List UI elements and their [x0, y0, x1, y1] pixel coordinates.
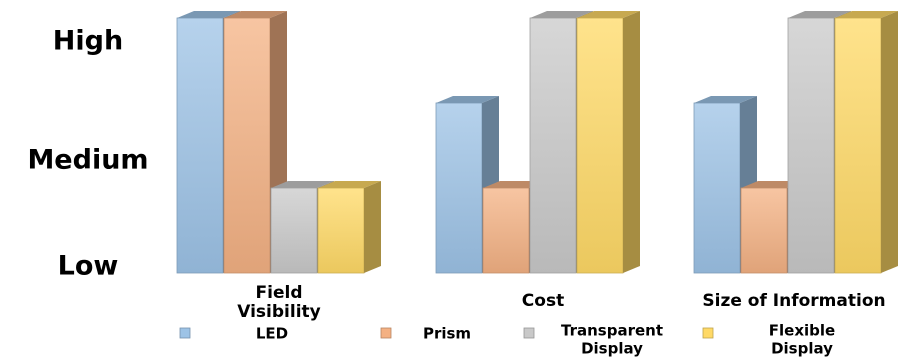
bar-front [693, 102, 741, 274]
y-axis-tick-labels: High Medium Low [27, 26, 148, 282]
bar-front [787, 17, 835, 274]
bar-side [364, 181, 381, 273]
bar [317, 181, 381, 274]
legend-label: Display [771, 340, 833, 358]
bar-front [740, 187, 788, 274]
bar-front [576, 17, 624, 274]
bar-front [482, 187, 530, 274]
bar-top [436, 96, 499, 103]
bar-front [270, 187, 318, 274]
bar-front [317, 187, 365, 274]
legend-label: Transparent [561, 322, 663, 340]
legend-label: Flexible [769, 322, 835, 340]
bar-top [694, 96, 757, 103]
bar-top [318, 181, 381, 188]
legend-swatch [380, 327, 392, 339]
legend-label: LED [256, 325, 288, 343]
bar-top [530, 11, 593, 18]
legend-swatch [179, 327, 191, 339]
bar [576, 11, 640, 274]
x-tick-label: Size of Information [702, 291, 885, 311]
y-tick-label: High [53, 26, 123, 57]
bar-top [577, 11, 640, 18]
bars [176, 11, 898, 274]
bar-front [176, 17, 224, 274]
y-tick-label: Low [58, 251, 119, 282]
bar-front [435, 102, 483, 274]
bar-side [623, 11, 640, 273]
bar [693, 96, 757, 274]
legend-label: Display [581, 340, 643, 358]
bar-top [271, 181, 334, 188]
bar-front [529, 17, 577, 274]
x-tick-label: Visibility [237, 302, 321, 322]
bar-side [881, 11, 898, 273]
bar-top [835, 11, 898, 18]
bar-top [224, 11, 287, 18]
y-tick-label: Medium [27, 145, 148, 176]
bar-front [223, 17, 271, 274]
x-tick-label: Cost [522, 291, 564, 311]
legend-swatch [702, 327, 714, 339]
bar-top [177, 11, 240, 18]
x-tick-label: Field [256, 283, 303, 303]
bar-top [788, 11, 851, 18]
bar [834, 11, 898, 274]
bar-front [834, 17, 882, 274]
legend-swatch [523, 327, 535, 339]
legend-label: Prism [423, 325, 471, 343]
legend: LED Prism TransparentDisplayFlexibleDispla… [179, 322, 835, 358]
